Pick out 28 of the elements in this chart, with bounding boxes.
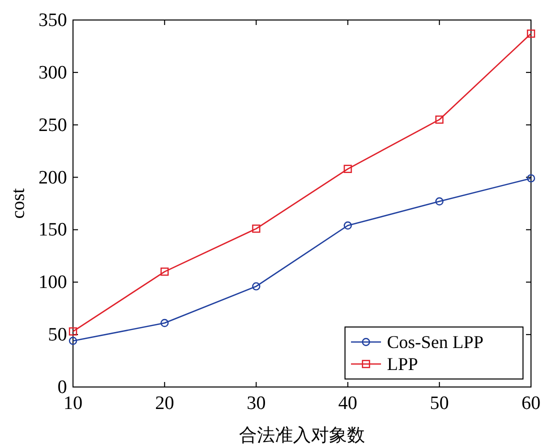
point: [160, 318, 169, 328]
y-tick-label: 300: [38, 62, 67, 84]
point: [526, 30, 536, 38]
y-tick-label: 250: [38, 114, 67, 136]
x-tick-label: 60: [522, 393, 540, 414]
x-tick-label: 50: [430, 393, 449, 414]
x-tick-label: 40: [338, 393, 358, 414]
y-tick-label: 200: [38, 167, 67, 188]
point: [435, 116, 444, 124]
point: [435, 197, 444, 206]
y-tick-label: 150: [38, 220, 67, 241]
x-tick-label: 20: [155, 393, 174, 414]
point: [344, 164, 352, 173]
y-tick-label: 100: [38, 272, 67, 294]
y-tick-label: 350: [38, 10, 67, 31]
point: [68, 336, 78, 345]
x-tick-label: 30: [246, 393, 266, 414]
point: [68, 327, 78, 336]
x-axis-title: 合法准入对象数: [239, 425, 365, 445]
y-axis-title: cost: [8, 187, 29, 219]
point: [252, 224, 260, 233]
point: [252, 282, 260, 290]
legend-label: Cos-Sen LPP: [387, 332, 484, 352]
point: [160, 268, 169, 276]
legend-label: LPP: [387, 354, 418, 374]
y-tick-label: 50: [48, 324, 67, 346]
point: [526, 174, 536, 182]
point: [344, 221, 352, 230]
